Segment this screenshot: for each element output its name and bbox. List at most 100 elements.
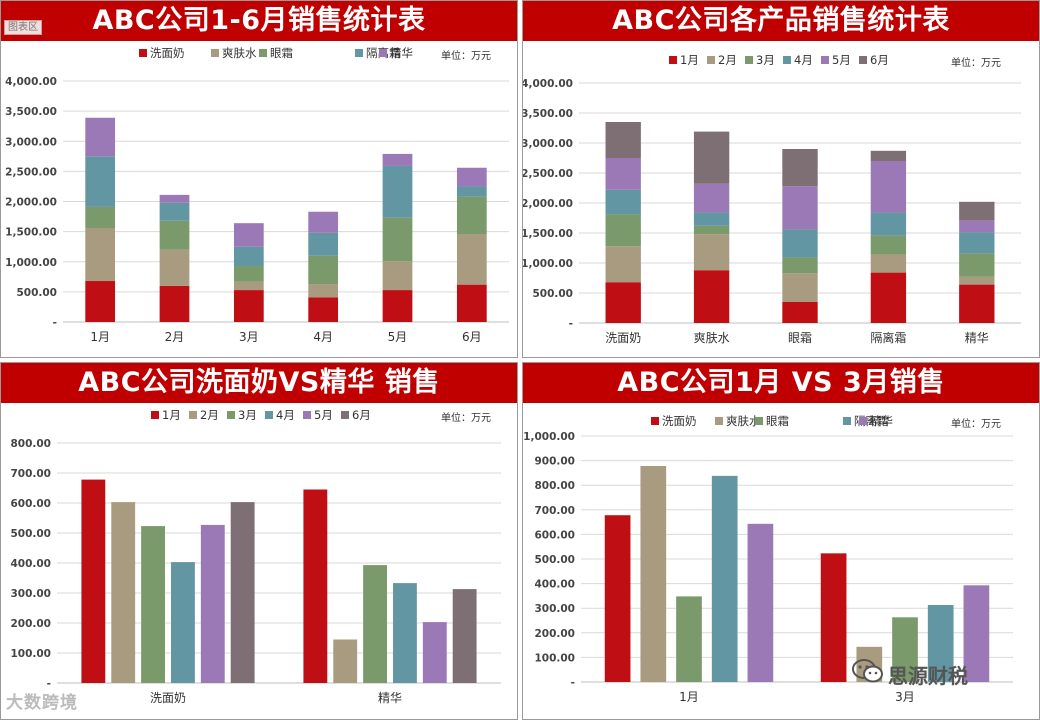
bar-segment bbox=[870, 161, 907, 213]
bar-segment bbox=[456, 284, 487, 322]
x-tick-label: 洗面奶 bbox=[150, 691, 186, 705]
chart-svg: 1月 2月 3月 4月 5月 6月 单位：万元 - 500.00 1,000.00 1,500.00… bbox=[523, 53, 1021, 345]
legend-swatch bbox=[859, 417, 867, 425]
bar-segment bbox=[782, 302, 818, 323]
y-tick-label: 2,500.00 bbox=[5, 166, 57, 178]
legend-swatch bbox=[139, 49, 147, 57]
legend-swatch bbox=[707, 56, 715, 64]
legend-entry: 2月 bbox=[718, 53, 737, 67]
bar-segment bbox=[85, 156, 116, 207]
bar-segment bbox=[782, 229, 818, 258]
bar-segment bbox=[605, 189, 641, 215]
y-tick-label: 3,500.00 bbox=[5, 106, 57, 118]
y-tick-label: 2,000.00 bbox=[523, 198, 573, 210]
bar-segment bbox=[456, 234, 487, 285]
y-tick-label: 900.00 bbox=[534, 456, 575, 468]
chart-panel-jan-vs-mar[interactable]: ABC公司1月 VS 3月销售 洗面奶 爽肤水 眼霜 隔离霜 精华 单位：万元 -100.0… bbox=[522, 362, 1040, 720]
bar bbox=[171, 562, 195, 683]
wechat-icon bbox=[852, 659, 883, 683]
legend-entry: 6月 bbox=[352, 408, 371, 422]
y-tick-label: 200.00 bbox=[534, 628, 575, 640]
chart-svg: 1月 2月 3月 4月 5月 6月 单位：万元 - 100.00 200.00 300.00 400.… bbox=[10, 408, 501, 705]
unit-label: 单位：万元 bbox=[951, 56, 1001, 69]
bar-segment bbox=[159, 249, 190, 286]
legend-swatch bbox=[843, 417, 851, 425]
bar-segment bbox=[382, 217, 413, 262]
y-tick-label: 400.00 bbox=[10, 558, 51, 570]
x-tick-label: 隔离霜 bbox=[870, 330, 906, 345]
bar-segment bbox=[308, 284, 339, 298]
legend-swatch bbox=[189, 411, 197, 419]
bar-segment bbox=[870, 150, 907, 161]
y-tick-label: 100.00 bbox=[534, 652, 575, 664]
bar bbox=[303, 489, 328, 683]
bar-segment bbox=[85, 117, 116, 157]
bar bbox=[604, 515, 631, 682]
y-tick-label: 500.00 bbox=[532, 288, 573, 300]
bar-segment bbox=[782, 273, 818, 302]
bar bbox=[963, 585, 990, 682]
watermark-left: 大数跨境 bbox=[6, 693, 78, 713]
legend-swatch bbox=[303, 411, 311, 419]
x-tick-label: 5月 bbox=[388, 330, 408, 344]
bar-segment bbox=[159, 202, 190, 221]
y-tick-label: 1,500.00 bbox=[5, 227, 57, 239]
bar-segment bbox=[959, 220, 995, 233]
chart-panel-product-stacked[interactable]: ABC公司各产品销售统计表 1月 2月 3月 4月 5月 6月 单位：万元 - 500.00 1,… bbox=[522, 0, 1040, 358]
x-tick-label: 3月 bbox=[239, 330, 259, 344]
bar-segment bbox=[693, 225, 730, 235]
bar bbox=[230, 502, 255, 683]
y-tick-label: 1,500.00 bbox=[523, 228, 573, 240]
unit-label: 单位：万元 bbox=[951, 417, 1001, 430]
legend-swatch bbox=[259, 49, 267, 57]
legend-entry: 洗面奶 bbox=[150, 46, 185, 60]
y-tick-label: 3,000.00 bbox=[523, 138, 573, 150]
legend-entry: 5月 bbox=[832, 53, 851, 67]
legend-swatch bbox=[211, 49, 219, 57]
bar-segment bbox=[85, 228, 116, 282]
legend-entry: 5月 bbox=[314, 408, 333, 422]
bar-segment bbox=[959, 201, 995, 221]
y-tick-label: 3,500.00 bbox=[523, 108, 573, 120]
x-tick-label: 眼霜 bbox=[788, 331, 812, 345]
chart-title: ABC公司洗面奶VS精华 销售 bbox=[1, 363, 517, 403]
legend-entry: 3月 bbox=[756, 53, 775, 67]
y-tick-label: 800.00 bbox=[10, 438, 51, 450]
chart-panel-monthly-stacked[interactable]: ABC公司1-6月销售统计表 图表区 洗面奶爽肤水眼霜隔离霜精华单位：万元-50… bbox=[0, 0, 518, 358]
bar-segment bbox=[382, 261, 413, 291]
y-tick-label: 600.00 bbox=[534, 529, 575, 541]
bar bbox=[640, 466, 667, 682]
legend-entry: 1月 bbox=[162, 408, 181, 422]
y-tick-label: 400.00 bbox=[534, 579, 575, 591]
y-tick-label: 500.00 bbox=[16, 287, 57, 299]
bar-segment bbox=[870, 212, 907, 236]
chart-title: ABC公司1-6月销售统计表 bbox=[1, 1, 517, 41]
chart-panel-cleanser-vs-essence[interactable]: ABC公司洗面奶VS精华 销售 1月 2月 3月 4月 5月 6月 单位：万元 - 100.00… bbox=[0, 362, 518, 720]
bar-segment bbox=[233, 290, 264, 322]
bar bbox=[200, 524, 225, 683]
bar-segment bbox=[870, 272, 907, 323]
chart-title: ABC公司各产品销售统计表 bbox=[523, 1, 1039, 41]
bar-segment bbox=[870, 254, 907, 273]
bar-segment bbox=[456, 167, 487, 187]
bar-segment bbox=[233, 281, 264, 291]
bar-segment bbox=[159, 285, 190, 322]
y-tick-label: 500.00 bbox=[534, 554, 575, 566]
legend-swatch bbox=[755, 417, 763, 425]
y-tick-label: 3,000.00 bbox=[5, 136, 57, 148]
bar-segment bbox=[782, 186, 818, 230]
bar-segment bbox=[308, 297, 339, 322]
bar-segment bbox=[308, 232, 339, 256]
bar-segment bbox=[870, 235, 907, 255]
bar bbox=[452, 589, 477, 683]
y-tick-label: 500.00 bbox=[10, 528, 51, 540]
legend-swatch bbox=[151, 411, 159, 419]
y-tick-label: 1,000.00 bbox=[523, 431, 575, 443]
chart-area-tag: 图表区 bbox=[4, 20, 42, 35]
legend-entry: 爽肤水 bbox=[222, 46, 257, 60]
bar-segment bbox=[308, 255, 339, 285]
legend-swatch bbox=[227, 411, 235, 419]
bar-segment bbox=[605, 214, 641, 247]
legend-swatch bbox=[379, 49, 387, 57]
legend-entry: 6月 bbox=[870, 53, 889, 67]
